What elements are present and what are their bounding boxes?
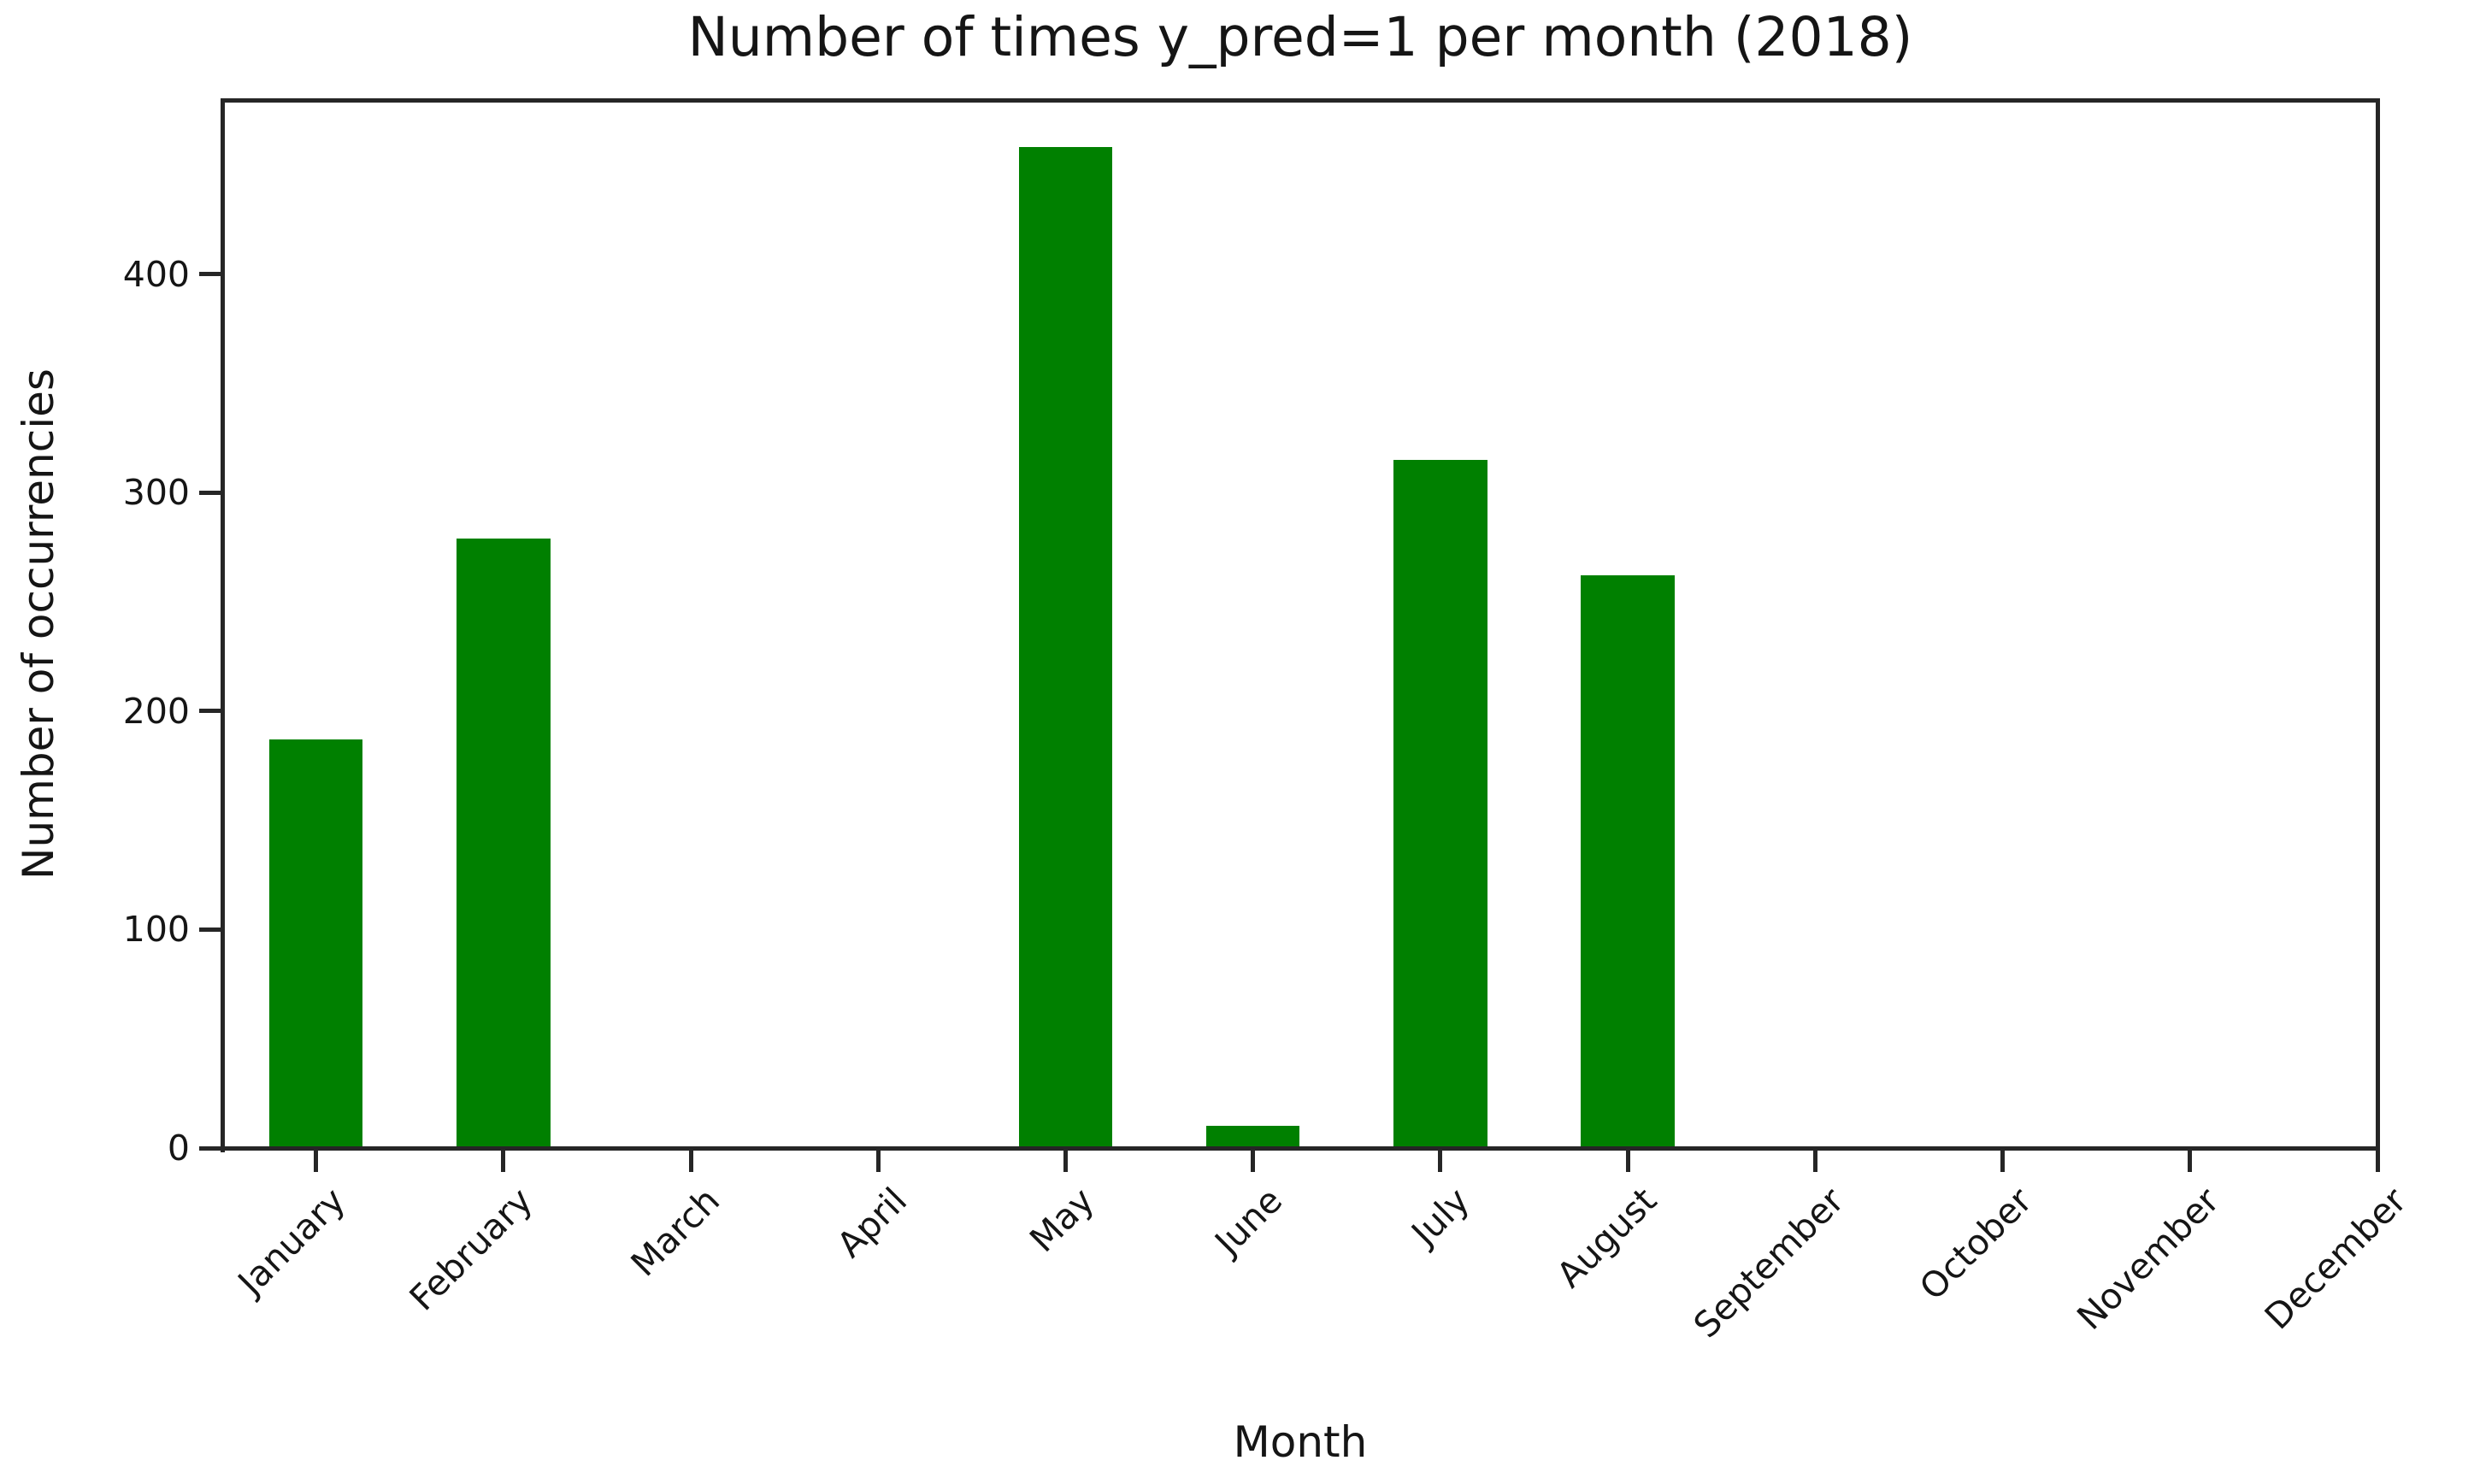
x-tick (1625, 1151, 1630, 1172)
x-tick (1438, 1151, 1443, 1172)
bottom-spine (221, 1146, 2380, 1151)
y-tick (199, 709, 221, 714)
bar-january (268, 739, 363, 1148)
x-tick (2375, 1151, 2380, 1172)
x-tick (2188, 1151, 2193, 1172)
y-tick-label-200: 200 (122, 690, 190, 732)
y-tick-label-100: 100 (122, 909, 190, 951)
x-axis-label: Month (1233, 1417, 1368, 1467)
x-tick (2000, 1151, 2006, 1172)
bar-july (1393, 459, 1487, 1148)
bar-february (457, 538, 551, 1148)
y-tick (199, 927, 221, 932)
top-spine (221, 98, 2380, 103)
x-tick (1063, 1151, 1068, 1172)
y-tick-label-400: 400 (122, 253, 190, 295)
left-spine (221, 98, 225, 1152)
right-spine (2376, 98, 2380, 1152)
x-tick (1812, 1151, 1817, 1172)
y-axis-label: Number of occurrencies (14, 368, 63, 880)
y-tick-label-300: 300 (122, 472, 190, 514)
y-tick (199, 490, 221, 495)
y-tick-label-0: 0 (167, 1128, 190, 1169)
bar-may (1018, 147, 1113, 1148)
bar-august (1581, 575, 1675, 1148)
bar-june (1205, 1126, 1300, 1148)
x-tick (688, 1151, 693, 1172)
x-tick (1251, 1151, 1256, 1172)
y-tick (199, 1145, 221, 1151)
y-tick (199, 272, 221, 276)
x-tick (314, 1151, 319, 1172)
x-tick (875, 1151, 881, 1172)
chart-title: Number of times y_pred=1 per month (2018… (687, 6, 1913, 68)
x-tick (501, 1151, 506, 1172)
